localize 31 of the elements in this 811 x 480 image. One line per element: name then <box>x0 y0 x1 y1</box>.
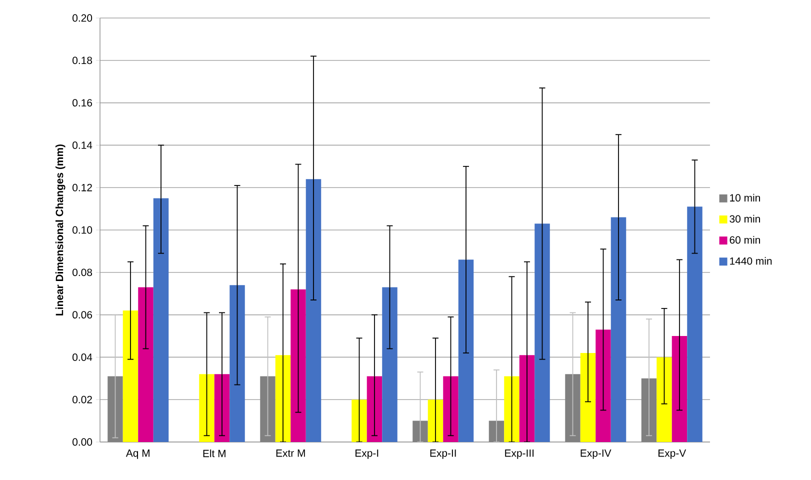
x-tick-label: Elt M <box>203 450 226 458</box>
legend-label: 1440 min <box>730 257 772 265</box>
x-tick-label: Exp-IV <box>580 450 612 459</box>
bar <box>138 287 154 442</box>
y-tick-label: 0.14 <box>72 142 92 149</box>
y-tick-label: 0.16 <box>72 99 92 107</box>
bar <box>153 198 169 442</box>
bar <box>306 179 322 442</box>
y-tick-label: 0.20 <box>72 14 92 22</box>
x-tick-label: Exp-V <box>658 450 686 459</box>
x-tick-label: Aq M <box>126 450 150 459</box>
y-tick-label: 0.10 <box>72 226 92 234</box>
legend-label: 30 min <box>730 214 760 223</box>
y-tick-label: 0.00 <box>72 438 92 446</box>
bar <box>122 310 138 442</box>
x-tick-label: Exp-III <box>505 450 534 459</box>
x-tick-label: Exp-II <box>430 450 456 459</box>
y-tick-label: 0.12 <box>72 184 92 192</box>
legend-label: 10 min <box>730 194 760 202</box>
y-tick-label: 0.04 <box>72 354 92 361</box>
y-tick-label: 0.18 <box>72 56 92 64</box>
y-tick-label: 0.06 <box>72 311 92 319</box>
legend-label: 60 min <box>730 236 760 244</box>
bar <box>382 287 398 442</box>
x-tick-label: Exp-I <box>356 450 378 459</box>
x-tick-label: Extr M <box>276 450 305 457</box>
y-tick-label: 0.02 <box>72 396 92 404</box>
y-axis-title: Linear Dimensional Changes (mm) <box>55 144 66 316</box>
bar <box>610 217 626 442</box>
y-tick-label: 0.08 <box>72 268 92 276</box>
bar <box>687 206 702 442</box>
